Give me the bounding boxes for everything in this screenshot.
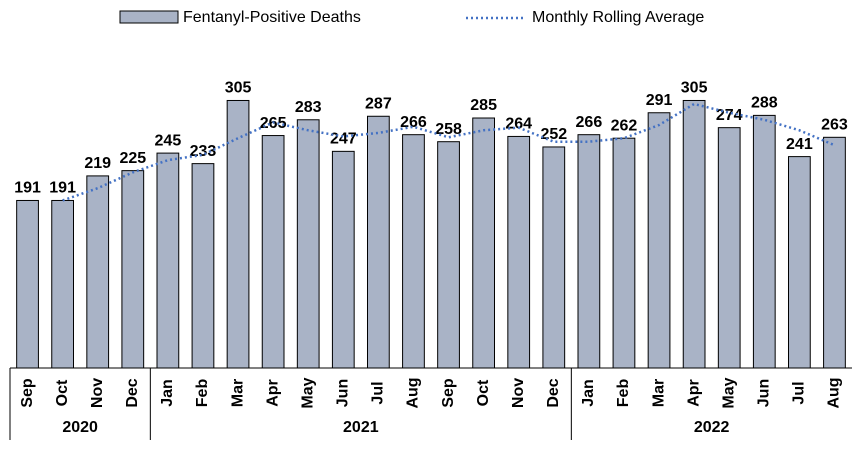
bar	[542, 146, 566, 369]
data-label: 266	[576, 114, 603, 131]
bar	[823, 136, 846, 369]
bar	[16, 199, 39, 369]
data-label: 283	[295, 99, 322, 116]
data-label: 291	[646, 92, 673, 109]
x-tick-label: Jun	[756, 379, 773, 407]
x-tick-label: Apr	[685, 379, 702, 407]
bar	[577, 134, 601, 369]
bar	[437, 141, 460, 369]
bar	[682, 99, 706, 369]
data-label: 247	[330, 131, 357, 148]
data-label: 219	[84, 155, 111, 172]
x-tick-label: Nov	[89, 378, 106, 408]
x-tick-label: Sep	[440, 378, 457, 408]
data-label: 263	[821, 117, 848, 134]
bar	[226, 99, 250, 369]
group-label: 2020	[62, 419, 98, 436]
data-label: 258	[435, 121, 462, 138]
rolling-average-line	[62, 102, 835, 202]
legend-swatch	[119, 10, 179, 24]
x-tick-label: Sep	[19, 378, 36, 408]
group-label: 2022	[694, 419, 730, 436]
data-label: 191	[49, 180, 76, 197]
data-label: 274	[716, 107, 743, 124]
x-tick-label: Aug	[405, 377, 422, 408]
data-label: 262	[611, 117, 638, 134]
x-tick-label: Dec	[545, 378, 562, 407]
data-label: 233	[190, 143, 217, 160]
legend-label: Monthly Rolling Average	[532, 9, 704, 26]
bar	[331, 150, 355, 369]
data-label: 241	[786, 136, 813, 153]
bar	[787, 156, 811, 369]
x-tick-label: Feb	[194, 379, 211, 408]
x-tick-label: Mar	[229, 379, 246, 407]
x-tick-label: Oct	[475, 379, 492, 406]
data-label: 245	[155, 132, 182, 149]
legend-label: Fentanyl-Positive Deaths	[183, 9, 361, 26]
x-tick-label: May	[720, 377, 737, 408]
bar	[752, 114, 776, 369]
bar	[472, 117, 496, 369]
x-tick-label: Jul	[791, 381, 808, 404]
x-tick-label: May	[299, 377, 316, 408]
bar	[51, 199, 75, 369]
bar	[261, 135, 285, 369]
x-tick-label: Jul	[370, 381, 387, 404]
legend: Fentanyl-Positive Deaths Monthly Rolling…	[119, 9, 704, 26]
x-tick-label: Dec	[124, 378, 141, 407]
data-label: 252	[540, 126, 567, 143]
x-tick-label: Nov	[510, 378, 527, 408]
x-tick-label: Aug	[826, 377, 843, 408]
bar	[507, 135, 531, 369]
x-tick-label: Oct	[54, 379, 71, 406]
bar	[156, 152, 180, 369]
data-label: 225	[119, 150, 146, 167]
bar	[121, 170, 145, 369]
data-label: 288	[751, 95, 778, 112]
bar	[402, 134, 425, 369]
x-tick-label: Jan	[580, 379, 597, 407]
bar	[366, 115, 390, 369]
bar	[86, 175, 110, 369]
x-tick-label: Jun	[335, 379, 352, 407]
x-tick-label: Jan	[159, 379, 176, 407]
x-tick-label: Feb	[615, 379, 632, 408]
x-tick-label: Apr	[264, 379, 281, 407]
data-label: 305	[225, 80, 252, 97]
bar	[717, 127, 741, 369]
bar	[612, 137, 636, 369]
data-label: 305	[681, 80, 708, 97]
bar	[296, 119, 320, 369]
data-label: 266	[400, 114, 427, 131]
data-label: 287	[365, 95, 392, 112]
group-label: 2021	[343, 419, 379, 436]
x-tick-label: Mar	[650, 379, 667, 407]
data-label: 191	[14, 180, 41, 197]
data-label: 285	[470, 97, 497, 114]
bar	[191, 163, 215, 369]
bar	[647, 112, 671, 369]
data-label: 264	[505, 116, 532, 133]
